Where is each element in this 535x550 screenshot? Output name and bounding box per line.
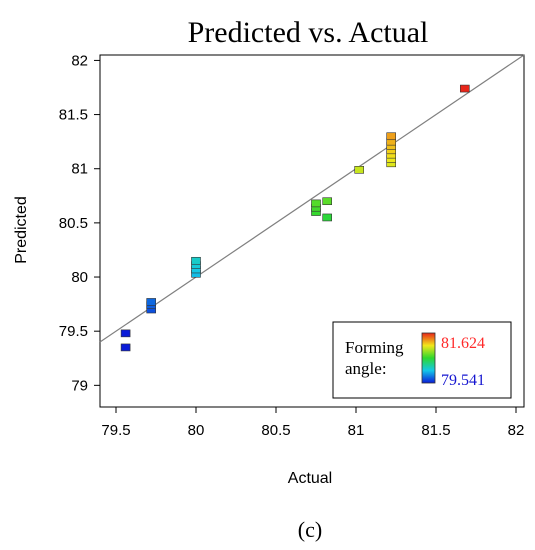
y-tick-label: 79.5	[59, 323, 88, 340]
data-points	[120, 84, 470, 352]
y-tick-label: 81.5	[59, 107, 88, 124]
data-point	[322, 197, 333, 206]
data-point	[120, 343, 131, 352]
legend: Forming angle: 81.624 79.541	[332, 321, 512, 399]
x-tick-label: 80.5	[261, 422, 290, 439]
legend-max-label: 81.624	[441, 335, 485, 352]
y-tick-label: 80	[71, 269, 88, 286]
x-tick-label: 79.5	[101, 422, 130, 439]
y-tick-label: 81	[71, 161, 88, 178]
y-axis: 79 79.5 80 80.5 81 81.5 82	[59, 52, 100, 394]
data-point	[322, 213, 333, 222]
y-axis-label: Predicted	[13, 196, 30, 264]
x-axis: 79.5 80 80.5 81 81.5 82	[101, 407, 524, 439]
y-tick-label: 82	[71, 52, 88, 69]
x-tick-label: 82	[508, 422, 525, 439]
data-point	[191, 256, 201, 265]
data-point	[146, 298, 156, 306]
data-point	[459, 84, 470, 93]
reference-line	[99, 54, 525, 343]
y-tick-label: 79	[71, 377, 88, 394]
x-axis-label: Actual	[288, 470, 332, 487]
data-point	[120, 329, 131, 338]
x-tick-label: 80	[188, 422, 205, 439]
data-point	[354, 166, 365, 174]
y-tick-label: 80.5	[59, 215, 88, 232]
plot-frame	[99, 54, 525, 408]
x-tick-label: 81.5	[421, 422, 450, 439]
legend-colorbar	[421, 332, 436, 384]
data-point	[386, 132, 397, 141]
legend-title-line2: angle:	[345, 359, 387, 378]
x-tick-label: 81	[348, 422, 365, 439]
chart-title: Predicted vs. Actual	[188, 16, 429, 49]
legend-min-label: 79.541	[441, 372, 485, 389]
legend-title-line1: Forming	[345, 338, 404, 357]
figure-caption: (c)	[298, 517, 322, 542]
data-point	[311, 199, 321, 208]
